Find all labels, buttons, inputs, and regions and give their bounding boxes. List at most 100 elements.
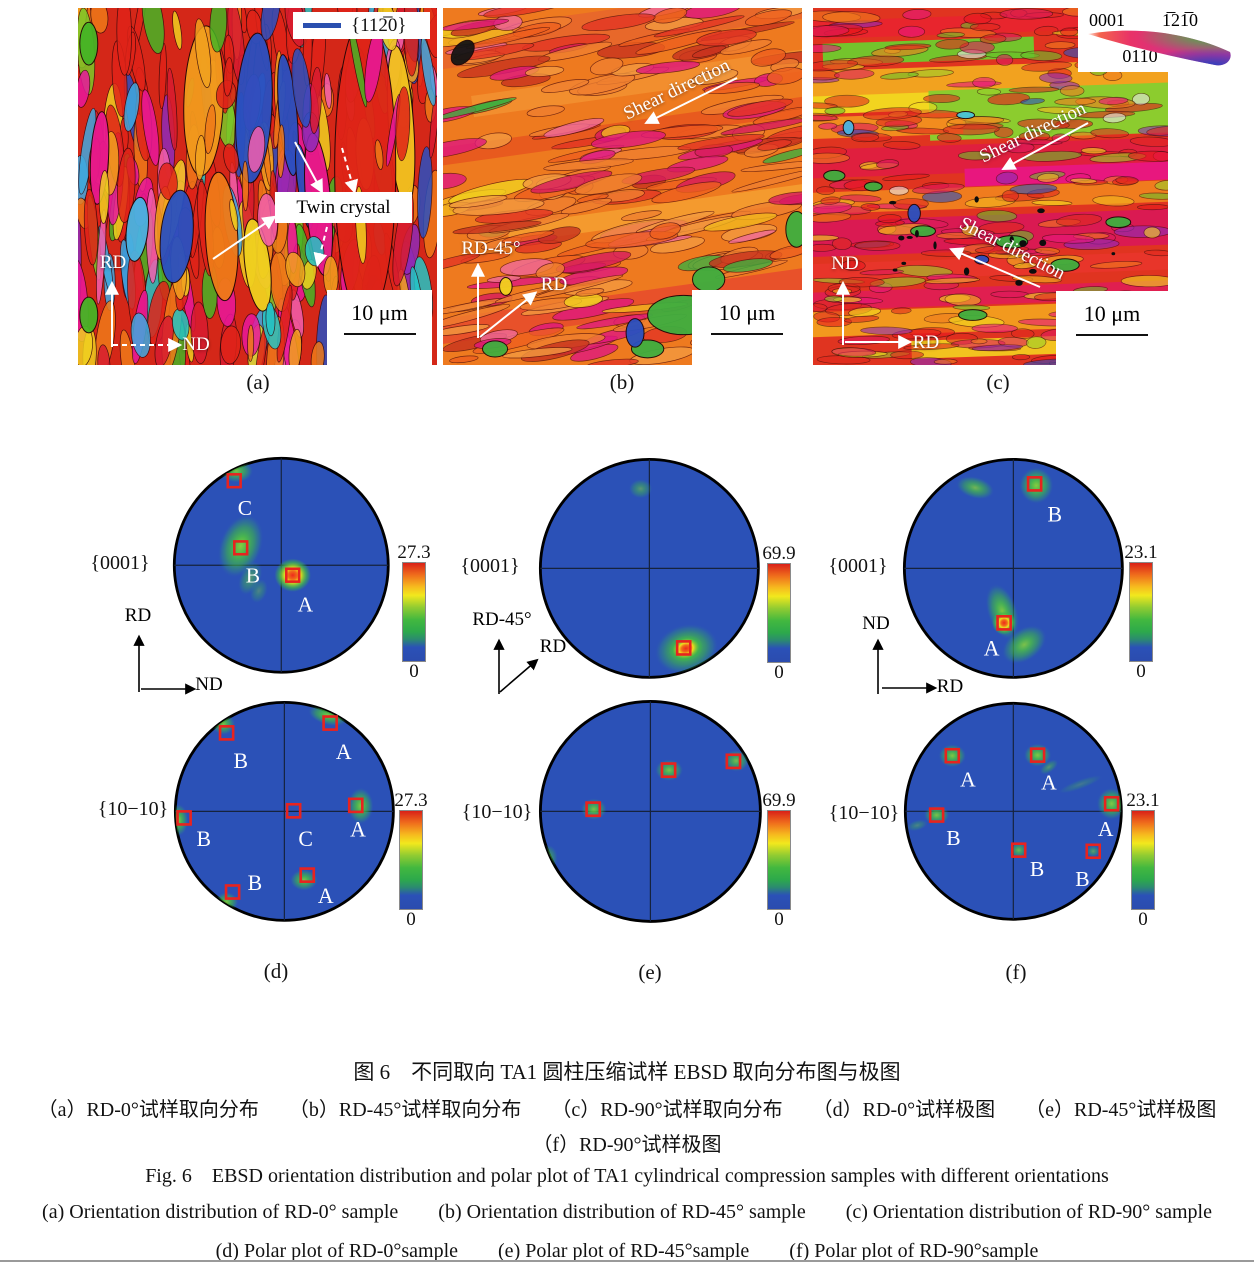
pole-marker (233, 539, 249, 556)
intensity-blobs (217, 459, 312, 604)
pole-marker (660, 761, 677, 778)
pole-marker (285, 803, 302, 819)
caption-zh-line2: （f）RD-90°试样极图 (532, 1134, 722, 1156)
pole-marker (1029, 747, 1046, 763)
pole-figure-0001-rd0: C B A (170, 454, 393, 677)
axis-nd-label-c: ND (831, 253, 859, 274)
pole-point-label: C (298, 827, 313, 851)
pole-point-label: B (1030, 857, 1044, 881)
legend-1120: {112̅0} (293, 12, 430, 39)
pole-marker (928, 806, 945, 823)
pf-axis-rd-label-col2: RD (539, 636, 567, 657)
pf-axis-nd-label-col1: ND (195, 674, 223, 695)
scale-label-c: 10 μm (1083, 301, 1141, 326)
colorbar-min: 0 (409, 661, 419, 682)
axis-rd-label-a: RD (99, 252, 127, 273)
pole-marker (1085, 843, 1101, 859)
panel-label-e: (e) (638, 960, 662, 984)
pole-markers (995, 475, 1043, 631)
ipf-color-triangle (1088, 30, 1231, 66)
pole-marker (347, 797, 364, 814)
legend-1120-label: {112̅0} (351, 14, 407, 36)
twin-crystal-label: Twin crystal (275, 192, 412, 223)
caption-zh-line1: （a）RD-0°试样取向分布 （b）RD-45°试样取向分布 （c）RD-90°… (37, 1099, 1217, 1121)
colorbar-gradient (1129, 562, 1153, 662)
pf-axis-rd45-label-col2: RD-45° (472, 609, 532, 630)
pole-marker (1103, 795, 1120, 812)
pole-marker (285, 567, 301, 583)
pole-marker (944, 747, 960, 764)
scale-label-b: 10 μm (718, 300, 776, 325)
scale-label-a: 10 μm (351, 300, 408, 325)
scalebar-c: 10 μm (1056, 291, 1168, 365)
caption-en-line1: (a) Orientation distribution of RD-0° sa… (42, 1201, 1212, 1223)
pole-point-label: A (1098, 817, 1114, 841)
pole-marker (299, 867, 315, 884)
pole-point-label: B (1075, 866, 1089, 890)
colorbar-f-1010: 23.1 0 (1113, 790, 1173, 929)
pole-point-label: A (336, 740, 352, 764)
ipf-key-0001-label: 0001 (1089, 10, 1125, 30)
pf-axis-rd-label-col3: RD (936, 676, 964, 697)
pole-marker (1026, 475, 1043, 492)
caption-en-title: Fig. 6 EBSD orientation distribution and… (145, 1165, 1109, 1187)
axis-rd45-label-b: RD-45° (461, 238, 521, 259)
pole-markers (584, 753, 741, 817)
scalebar-b: 10 μm (692, 290, 802, 365)
panel-label-f: (f) (1005, 960, 1027, 984)
colorbar-gradient (1131, 810, 1155, 910)
colorbar-max: 27.3 (397, 542, 431, 563)
pole-figure-1010-rd90: A A A B B B (901, 699, 1126, 924)
colorbar-min: 0 (406, 909, 416, 930)
pole-marker (584, 800, 601, 817)
pole-figure-1010-rd0: B A B C A B A (171, 698, 398, 925)
colorbar-f-0001: 23.1 0 (1111, 542, 1171, 682)
pole-point-label: B (1047, 502, 1062, 526)
pole-point-label: B (246, 563, 260, 587)
pf-family-label: {0001} (828, 555, 888, 577)
pole-point-label: B (247, 871, 262, 895)
pole-markers (675, 639, 692, 656)
pole-figure-disc-svg (538, 699, 762, 923)
colorbar-min: 0 (774, 662, 784, 683)
pole-marker (1010, 842, 1027, 858)
colorbar-max: 23.1 (1126, 790, 1160, 811)
pole-markers (226, 472, 301, 583)
pole-marker (224, 884, 241, 900)
colorbar-min: 0 (1136, 661, 1146, 682)
pole-markers (175, 715, 364, 900)
pole-point-label: A (350, 818, 366, 842)
colorbar-gradient (399, 810, 423, 910)
pole-figure-1010-rd45 (536, 697, 765, 926)
colorbar-max: 27.3 (394, 790, 428, 811)
pf-axis-rd-label-col1: RD (124, 605, 152, 626)
ipf-key-1210-label: 1̅21̅0 (1162, 10, 1198, 30)
colorbar-max: 23.1 (1124, 542, 1158, 563)
pf-col2-rd-arrow (499, 658, 539, 693)
colorbar-gradient (767, 563, 791, 663)
axis-nd-label-a: ND (182, 334, 210, 355)
pole-point-label: A (298, 592, 314, 616)
pole-marker (675, 639, 692, 656)
caption-zh-title: 图 6 不同取向 TA1 圆柱压缩试样 EBSD 取向分布图与极图 (353, 1060, 901, 1084)
colorbar-max: 69.9 (762, 543, 796, 564)
colorbar-d-0001: 27.3 0 (384, 542, 444, 682)
pole-marker (995, 614, 1012, 631)
pf-family-label: {10−10} (97, 798, 169, 820)
scalebar-a: 10 μm (327, 290, 432, 365)
pole-marker (218, 725, 235, 741)
panel-label-c: (c) (986, 370, 1010, 394)
bottom-rule (0, 1260, 1254, 1262)
ipf-key-0110-label: 011̅0 (1122, 46, 1158, 66)
pole-figure-disc-svg: A A A B B B (903, 701, 1123, 921)
colorbar-min: 0 (774, 909, 784, 930)
panel-label-a: (a) (246, 370, 270, 394)
colorbar-gradient (767, 810, 791, 910)
axis-rd-label-c: RD (912, 332, 940, 353)
pole-point-label: A (1041, 770, 1057, 794)
pole-marker (725, 753, 741, 769)
colorbar-e-0001: 69.9 0 (749, 543, 809, 683)
pole-point-label: A (960, 767, 976, 791)
pole-marker (226, 472, 243, 489)
